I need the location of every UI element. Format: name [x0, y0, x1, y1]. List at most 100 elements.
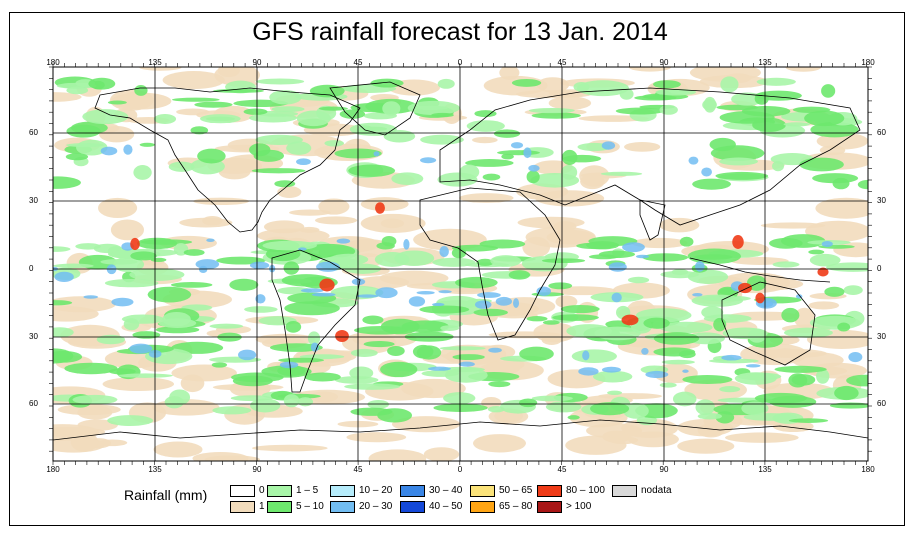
- rain-patch: [83, 295, 98, 299]
- rain-patch: [621, 314, 639, 326]
- rain-patch: [474, 110, 497, 118]
- rain-patch: [262, 240, 317, 251]
- rain-patch: [628, 67, 672, 72]
- map-title: GFS rainfall forecast for 13 Jan. 2014: [252, 18, 668, 46]
- rain-patch: [349, 122, 397, 136]
- rain-patch: [299, 354, 345, 360]
- rain-patch: [335, 330, 349, 342]
- rain-patch: [190, 126, 209, 135]
- maritime-continent-coast: [689, 257, 831, 283]
- rain-patch: [168, 161, 195, 172]
- rain-patch: [804, 110, 845, 127]
- legend-label: 30 – 40: [429, 485, 463, 496]
- latitude-label: 60: [877, 128, 886, 137]
- rain-patch: [678, 350, 696, 359]
- rain-patch: [53, 263, 94, 269]
- antarctica-coast: [53, 419, 868, 441]
- rain-patch: [488, 347, 502, 353]
- rain-patch: [373, 151, 380, 157]
- rain-patch: [350, 407, 393, 416]
- longitude-label: 135: [148, 58, 162, 67]
- rain-patch: [600, 171, 643, 176]
- longitude-label: 135: [758, 465, 772, 474]
- rain-patch: [645, 370, 669, 379]
- rain-patch: [695, 261, 705, 272]
- legend-label: 5 – 10: [296, 501, 324, 512]
- rain-patch: [465, 159, 514, 167]
- rain-patch: [297, 397, 314, 407]
- rain-patch: [155, 326, 200, 334]
- rain-patch: [716, 104, 759, 111]
- rain-patch: [110, 219, 145, 241]
- rain-patch: [672, 391, 697, 407]
- rain-patch: [403, 239, 410, 250]
- rain-patch: [416, 291, 435, 295]
- rain-patch: [318, 106, 348, 111]
- rain-patch: [627, 276, 650, 284]
- rain-patch: [133, 165, 152, 180]
- rain-patch: [709, 137, 736, 152]
- legend-swatch: [537, 501, 562, 513]
- rain-patch: [781, 307, 800, 323]
- rain-patch: [440, 325, 460, 332]
- rain-patch: [363, 340, 395, 348]
- rain-patch: [53, 327, 74, 338]
- rain-patch: [431, 112, 454, 118]
- legend-label: 80 – 100: [566, 485, 605, 496]
- rain-patch: [336, 238, 351, 244]
- rain-patch: [659, 104, 678, 115]
- rain-patch: [692, 178, 731, 190]
- rain-patch: [130, 251, 157, 261]
- longitude-label: 180: [46, 465, 60, 474]
- rain-patch: [593, 370, 633, 383]
- rain-patch: [281, 274, 332, 287]
- legend-label: 10 – 20: [359, 485, 393, 496]
- rain-patch: [619, 88, 634, 100]
- rain-patch: [283, 394, 300, 408]
- rain-patch: [375, 202, 385, 214]
- rain-patch: [382, 101, 401, 116]
- rain-patch: [780, 234, 826, 248]
- rain-patch: [77, 405, 113, 420]
- rain-patch: [659, 217, 700, 233]
- rain-patch: [682, 369, 689, 373]
- rain-patch: [582, 350, 590, 361]
- rain-patch: [488, 381, 511, 388]
- rain-patch: [809, 253, 841, 267]
- rain-patch: [653, 80, 681, 89]
- rain-patch: [109, 89, 154, 111]
- longitude-label: 0: [457, 58, 463, 67]
- rain-patch: [472, 136, 498, 144]
- rain-patch: [380, 318, 420, 335]
- latitude-label: 60: [29, 399, 38, 408]
- rain-patch: [129, 343, 153, 354]
- rain-patch: [525, 226, 596, 248]
- rain-patch: [97, 197, 138, 219]
- rain-patch: [107, 100, 127, 105]
- rain-patch: [571, 349, 617, 364]
- rain-patch: [578, 367, 599, 376]
- legend-swatch: [537, 485, 562, 497]
- rain-patch: [536, 286, 552, 296]
- rain-patch: [719, 386, 741, 393]
- rain-patch: [211, 362, 228, 368]
- rain-patch: [817, 267, 829, 277]
- rain-patch: [857, 179, 868, 190]
- latitude-label: 60: [29, 128, 38, 137]
- legend-label: 1: [259, 501, 265, 512]
- rain-patch: [634, 95, 677, 101]
- rain-patch: [719, 111, 775, 124]
- rain-patch: [153, 441, 203, 458]
- rain-patch: [843, 285, 863, 295]
- rain-patch: [631, 237, 688, 249]
- rain-patch: [560, 304, 600, 314]
- rain-patch: [118, 373, 173, 378]
- rain-patch: [209, 323, 244, 329]
- australia-coast: [721, 281, 816, 366]
- legend-swatch: [330, 501, 355, 513]
- longitude-label: 45: [557, 465, 567, 474]
- tick-marks: [49, 63, 872, 465]
- map-border: [52, 66, 869, 462]
- rain-patch: [137, 237, 178, 250]
- rain-patch: [212, 406, 252, 415]
